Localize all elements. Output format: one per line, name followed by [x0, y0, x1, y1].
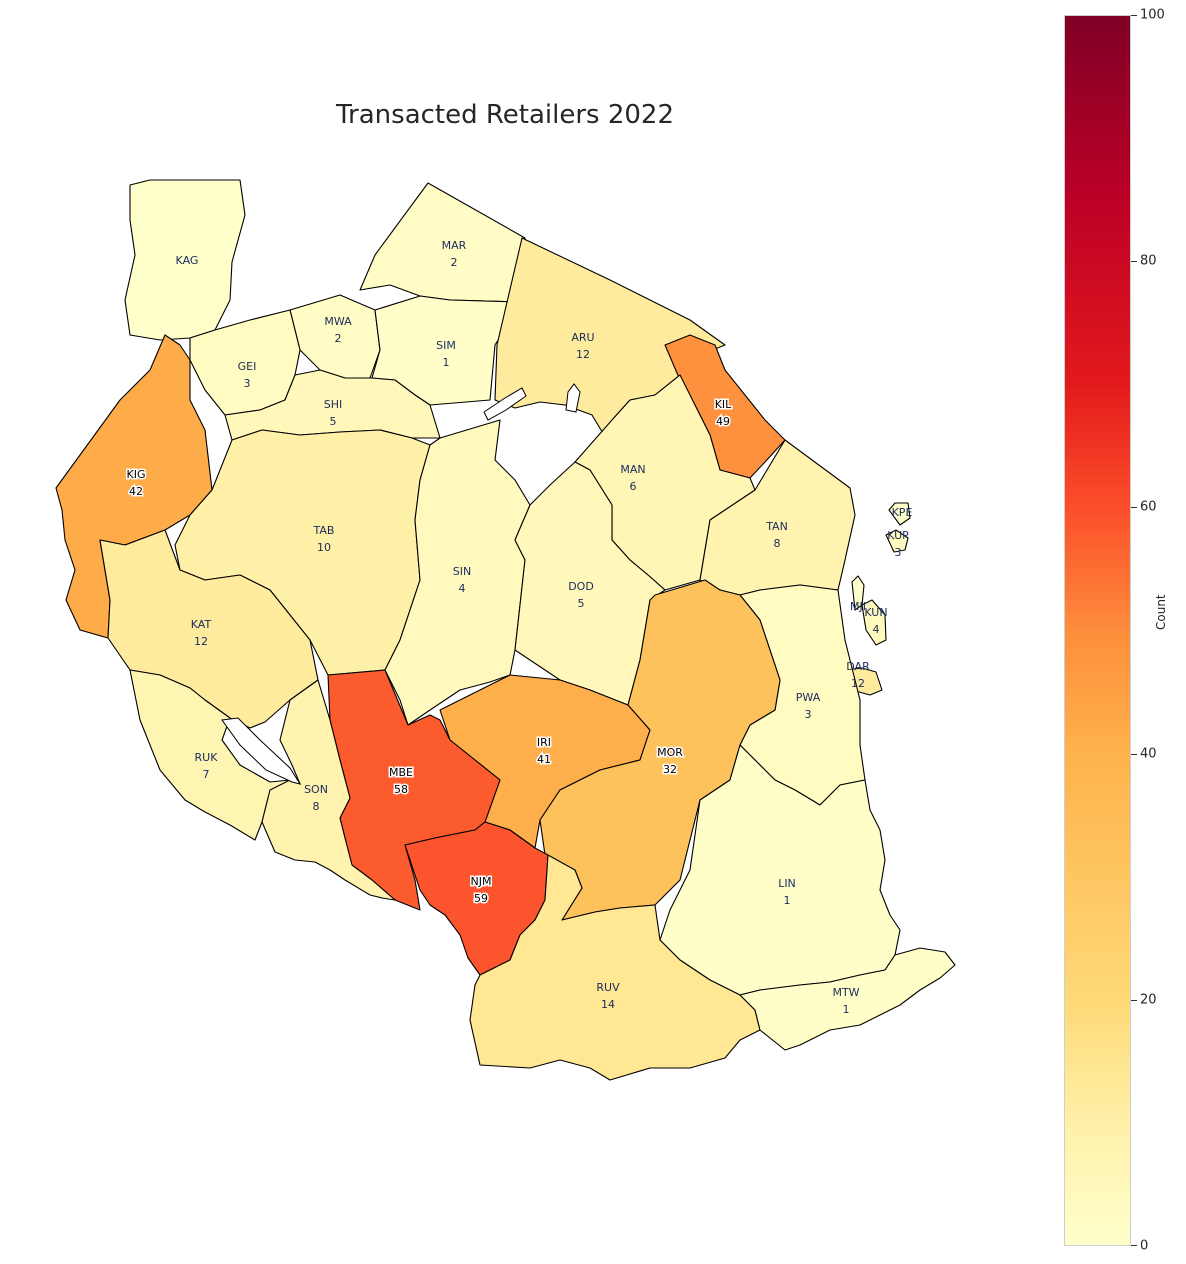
region-label-kig: KIG — [127, 468, 146, 481]
region-kun — [861, 599, 887, 646]
colorbar-tick-label: 60 — [1140, 499, 1157, 515]
regions-layer — [55, 179, 956, 1081]
region-count-dar: 12 — [851, 677, 865, 690]
lake-manyara — [565, 383, 581, 413]
region-count-tan: 8 — [774, 537, 781, 550]
region-count-njm: 59 — [474, 892, 488, 905]
region-count-kig: 42 — [129, 485, 143, 498]
region-count-son: 8 — [313, 800, 320, 813]
region-label-sim: SIM — [436, 339, 456, 352]
region-label-shi: SHI — [324, 398, 343, 411]
region-label-gei: GEI — [238, 360, 257, 373]
region-label-aru: ARU — [571, 331, 594, 344]
region-count-ruv: 14 — [601, 998, 615, 1011]
region-count-kun: 4 — [873, 623, 880, 636]
region-label-son: SON — [304, 783, 328, 796]
region-count-sin: 4 — [459, 582, 466, 595]
region-label-tan: TAN — [765, 520, 788, 533]
region-count-sim: 1 — [443, 356, 450, 369]
colorbar-label: Count — [1154, 594, 1168, 630]
region-kpe — [888, 502, 911, 526]
region-sim — [371, 295, 523, 406]
region-label-mor: MOR — [657, 746, 683, 759]
region-count-kil: 49 — [716, 415, 730, 428]
region-count-shi: 5 — [330, 415, 337, 428]
region-label-ruv: RUV — [596, 981, 620, 994]
region-label-kpe: KPE — [892, 506, 913, 519]
region-label-njm: NJM — [471, 875, 492, 888]
region-kup — [885, 529, 909, 553]
colorbar-tick-label: 100 — [1140, 7, 1165, 23]
region-label-lin: LIN — [778, 877, 796, 890]
region-label-tab: TAB — [313, 524, 335, 537]
region-mtw — [739, 947, 956, 1051]
colorbar-tick-mark — [1131, 999, 1137, 1001]
region-label-kil: KIL — [715, 398, 732, 411]
region-label-kat: KAT — [191, 618, 212, 631]
colorbar-tick-mark — [1131, 15, 1137, 16]
region-count-kup: 3 — [895, 546, 902, 559]
colorbar-tick-label: 0 — [1140, 1238, 1149, 1254]
lake-rukwa — [221, 717, 302, 785]
choropleth-map: KAG MAR 2 MWA 2 SIM 1 ARU 12 GEI 3 SHI 5 KIL 49 KIG 42 MA… — [55, 179, 956, 1081]
region-label-dod: DOD — [568, 580, 594, 593]
colorbar-tick-mark — [1131, 753, 1137, 755]
region-count-mbe: 58 — [394, 783, 408, 796]
region-ruv — [469, 854, 761, 1081]
lake-victoria-island — [483, 387, 527, 421]
colorbar — [1064, 15, 1131, 1246]
region-sin — [384, 419, 531, 726]
region-label-pwa: PWA — [796, 691, 821, 704]
lakes-layer — [221, 383, 581, 785]
region-son — [261, 679, 396, 901]
colorbar-tick-mark — [1131, 261, 1137, 263]
map-title: Transacted Retailers 2022 — [335, 100, 675, 130]
colorbar-tick-label: 80 — [1140, 253, 1157, 269]
region-count-mtw: 1 — [843, 1003, 850, 1016]
region-count-mar: 2 — [451, 256, 458, 269]
region-label-mtw: MTW — [832, 986, 859, 999]
region-count-lin: 1 — [784, 894, 791, 907]
region-label-man: MAN — [620, 463, 645, 476]
labels-layer: KAG MAR 2 MWA 2 SIM 1 ARU 12 GEI 3 SHI 5 KIL 49 KIG 42 MA… — [125, 239, 913, 1016]
region-label-sin: SIN — [453, 565, 471, 578]
region-count-iri: 41 — [537, 753, 551, 766]
colorbar-tick-label: 40 — [1140, 746, 1157, 762]
region-count-ruk: 7 — [203, 768, 210, 781]
colorbar-tick-mark — [1131, 1245, 1137, 1246]
region-label-kup: KUP — [887, 529, 909, 542]
region-count-mwa: 2 — [335, 332, 342, 345]
region-label-ruk: RUK — [195, 751, 219, 764]
region-label-mbe: MBE — [389, 766, 413, 779]
region-count-mor: 32 — [663, 763, 677, 776]
region-label-kag: KAG — [176, 254, 199, 267]
colorbar-tick-label: 20 — [1140, 992, 1157, 1008]
region-label-mji: MJI — [850, 600, 866, 613]
region-label-mar: MAR — [442, 239, 467, 252]
colorbar-tick-mark — [1131, 507, 1137, 509]
region-mji — [851, 575, 865, 611]
region-label-mwa: MWA — [324, 315, 352, 328]
region-count-man: 6 — [630, 480, 637, 493]
region-label-dar: DAR — [846, 660, 870, 673]
region-count-kat: 12 — [194, 635, 208, 648]
region-count-dod: 5 — [578, 597, 585, 610]
region-count-tab: 10 — [317, 541, 331, 554]
region-count-gei: 3 — [244, 377, 251, 390]
region-label-kun: KUN — [864, 606, 887, 619]
region-count-aru: 12 — [576, 348, 590, 361]
region-label-iri: IRI — [537, 736, 551, 749]
region-count-pwa: 3 — [805, 708, 812, 721]
